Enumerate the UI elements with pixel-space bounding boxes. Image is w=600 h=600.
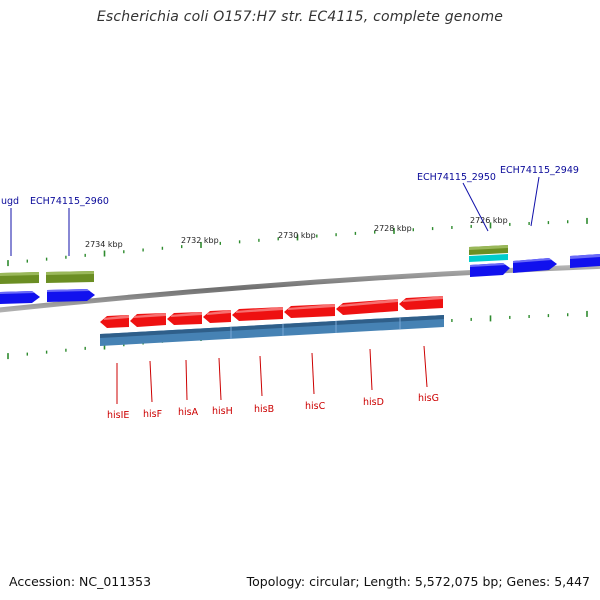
scale-label-2728: 2728 kbp (374, 224, 412, 233)
scale-label-2734: 2734 kbp (85, 240, 123, 249)
upper-left-green-blocks (0, 271, 94, 284)
upper-right-blocks (469, 245, 508, 262)
label-ech74115-2960[interactable]: ECH74115_2960 (30, 196, 109, 207)
gene-ech74115-2960-highlight (47, 289, 90, 292)
gene-hisH-highlight (207, 310, 231, 315)
gene-hisA-highlight (171, 312, 202, 317)
upper-gene-labels: ugd ECH74115_2960 ECH74115_2950 ECH74115… (1, 165, 579, 256)
label-hisH[interactable]: hisH (212, 406, 233, 417)
label-ugd[interactable]: ugd (1, 196, 19, 207)
his-operon-genes (100, 296, 443, 328)
green-block[interactable] (469, 245, 508, 250)
leader-line (218, 357, 222, 401)
green-block[interactable] (46, 271, 94, 275)
gene-hisF-highlight (134, 313, 166, 318)
green-block[interactable] (0, 272, 39, 276)
gene-ugd-highlight (0, 291, 35, 294)
gene-ugd[interactable] (0, 291, 40, 304)
gene-hisIE-highlight (104, 315, 129, 320)
gene-ech74115-2950-highlight (470, 263, 506, 267)
his-steelblue-block (100, 315, 444, 346)
label-hisD[interactable]: hisD (363, 397, 384, 408)
gene-hisD-highlight (340, 299, 398, 307)
accession-label: Accession: NC_011353 (9, 574, 152, 589)
gene-hisB-highlight (236, 307, 283, 313)
cyan-block[interactable] (469, 254, 508, 262)
lower-gene-labels: hisIE hisF hisA hisH hisB hisC hisD hisG (107, 345, 439, 421)
label-hisF[interactable]: hisF (143, 409, 162, 420)
label-hisA[interactable]: hisA (178, 407, 199, 418)
map-title: Escherichia coli O157:H7 str. EC4115, co… (96, 9, 504, 25)
scale-label-2732: 2732 kbp (181, 236, 219, 245)
leader-line (149, 360, 153, 403)
leader-line (530, 176, 540, 227)
scale-label-2726: 2726 kbp (470, 216, 508, 225)
label-ech74115-2950[interactable]: ECH74115_2950 (417, 172, 496, 183)
leader-line (423, 345, 428, 388)
gene-hisC-highlight (288, 304, 335, 310)
gene-ech74115-2950[interactable] (470, 263, 510, 277)
leader-line (259, 355, 263, 397)
gene-blue-right-edge-highlight (570, 254, 600, 259)
scale-labels: 2734 kbp 2732 kbp 2730 kbp 2728 kbp 2726… (85, 216, 508, 249)
leader-line (185, 359, 188, 401)
gene-ech74115-2949-highlight (513, 258, 552, 263)
upper-tick-row (7, 217, 588, 267)
gene-hisG-highlight (403, 296, 443, 302)
upper-right-blue-genes (470, 254, 600, 277)
steelblue-block-shade (100, 315, 444, 338)
scale-label-2730: 2730 kbp (278, 231, 316, 240)
leader-line (369, 348, 373, 391)
leader-line (311, 352, 315, 395)
genome-summary-label: Topology: circular; Length: 5,572,075 bp… (246, 574, 590, 589)
label-hisG[interactable]: hisG (418, 393, 439, 404)
label-hisIE[interactable]: hisIE (107, 410, 129, 421)
label-hisB[interactable]: hisB (254, 404, 274, 415)
gene-ech74115-2960[interactable] (47, 289, 95, 302)
leader-line (462, 182, 489, 232)
upper-left-blue-genes (0, 289, 95, 304)
label-ech74115-2949[interactable]: ECH74115_2949 (500, 165, 579, 176)
label-hisC[interactable]: hisC (305, 401, 326, 412)
